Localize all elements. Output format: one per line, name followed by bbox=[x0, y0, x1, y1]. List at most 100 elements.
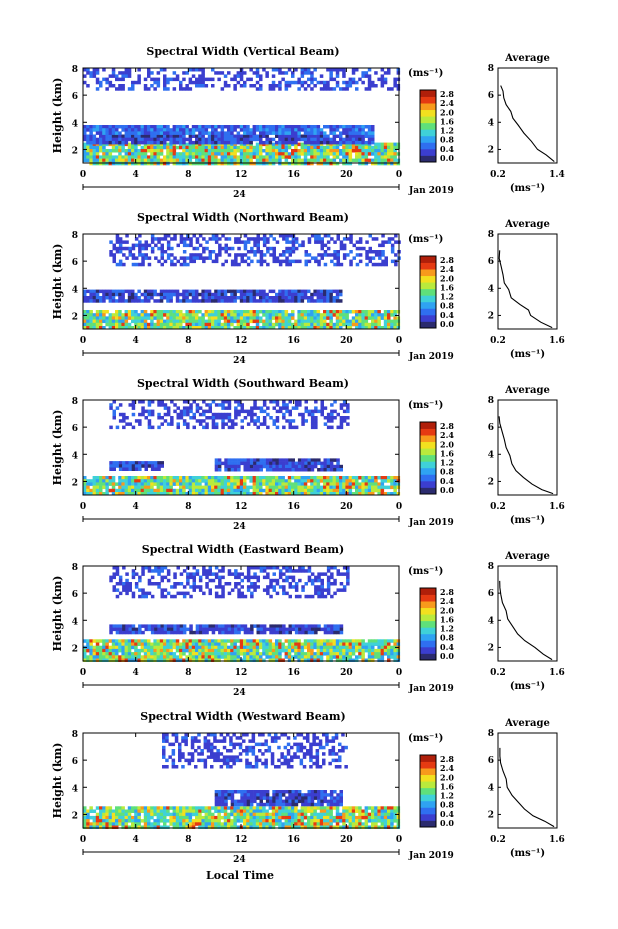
heat-cell bbox=[345, 134, 349, 138]
heat-cell bbox=[246, 461, 251, 466]
heat-cell bbox=[323, 316, 327, 320]
heat-cell bbox=[313, 313, 317, 317]
heat-cell bbox=[393, 155, 397, 159]
heat-cell bbox=[380, 485, 385, 490]
heat-cell bbox=[281, 479, 285, 483]
heat-cell bbox=[255, 71, 260, 75]
heat-cell bbox=[262, 313, 266, 317]
heat-cell bbox=[339, 425, 344, 430]
heat-cell bbox=[179, 313, 183, 317]
heat-cell bbox=[387, 313, 391, 317]
heat-cell bbox=[195, 140, 199, 145]
heat-cell bbox=[108, 158, 113, 163]
heat-cell bbox=[361, 310, 365, 314]
heat-cell bbox=[102, 316, 106, 320]
heat-cell bbox=[172, 313, 177, 317]
heat-cell bbox=[323, 292, 327, 297]
heat-cell bbox=[320, 403, 324, 407]
heat-cell bbox=[332, 648, 337, 653]
heat-cell bbox=[284, 322, 289, 327]
heat-cell bbox=[320, 409, 324, 414]
heat-cell bbox=[326, 310, 330, 314]
heat-cell bbox=[387, 492, 391, 496]
heat-cell bbox=[323, 322, 327, 327]
heat-cell bbox=[377, 145, 381, 150]
heat-cell bbox=[332, 313, 337, 317]
colorbar-swatch bbox=[420, 461, 436, 469]
heat-cell bbox=[265, 476, 269, 480]
heat-cell bbox=[323, 422, 328, 426]
heat-cell bbox=[230, 652, 234, 656]
heat-cell bbox=[275, 464, 279, 469]
heat-cell bbox=[217, 476, 221, 480]
heat-cell bbox=[243, 642, 247, 646]
heat-cell bbox=[330, 575, 334, 580]
heat-cell bbox=[294, 240, 299, 244]
heat-cell bbox=[220, 652, 225, 656]
heat-cell bbox=[329, 87, 333, 91]
heat-cell bbox=[125, 578, 129, 583]
heat-cell bbox=[223, 155, 228, 159]
heat-cell bbox=[297, 128, 301, 132]
heat-cell bbox=[272, 458, 276, 462]
heat-cell bbox=[140, 140, 145, 145]
heat-cell bbox=[239, 476, 244, 480]
heat-cell bbox=[204, 326, 209, 330]
heat-cell bbox=[301, 422, 305, 426]
heat-cell bbox=[332, 161, 337, 166]
heat-cell bbox=[198, 412, 203, 417]
heat-cell bbox=[297, 125, 301, 129]
heat-cell bbox=[294, 145, 298, 150]
heat-cell bbox=[188, 655, 193, 659]
heat-cell bbox=[284, 296, 289, 300]
heat-cell bbox=[214, 313, 218, 317]
heat-cell bbox=[157, 416, 161, 420]
heat-cell bbox=[307, 630, 312, 635]
date-label: Jan 2019 bbox=[408, 518, 454, 528]
heat-cell bbox=[348, 137, 353, 142]
heat-cell bbox=[83, 319, 87, 324]
heat-cell bbox=[285, 406, 289, 410]
heat-cell bbox=[179, 488, 183, 493]
heat-cell bbox=[86, 68, 90, 72]
heat-cell bbox=[316, 80, 321, 85]
heat-cell bbox=[195, 84, 199, 88]
heat-cell bbox=[111, 149, 116, 153]
heat-cell bbox=[287, 313, 292, 317]
heat-cell bbox=[170, 630, 174, 635]
heat-cell bbox=[300, 310, 305, 314]
heat-cell bbox=[355, 137, 359, 142]
heat-cell bbox=[361, 645, 365, 650]
heat-cell bbox=[175, 492, 180, 496]
heat-cell bbox=[127, 125, 132, 129]
heat-cell bbox=[246, 572, 251, 576]
heat-cell bbox=[255, 292, 260, 297]
heat-cell bbox=[188, 145, 193, 150]
heat-cell bbox=[127, 71, 132, 75]
heat-cell bbox=[320, 237, 324, 241]
heat-cell bbox=[169, 137, 173, 142]
heat-cell bbox=[371, 648, 375, 653]
heat-cell bbox=[172, 137, 177, 142]
heat-cell bbox=[365, 262, 369, 267]
heat-cell bbox=[89, 71, 93, 75]
heat-cell bbox=[214, 624, 219, 628]
heat-cell bbox=[351, 322, 356, 327]
heat-cell bbox=[153, 161, 157, 166]
heat-cell bbox=[236, 155, 241, 159]
heat-cell bbox=[262, 422, 267, 426]
heat-cell bbox=[172, 155, 177, 159]
heat-cell bbox=[217, 71, 221, 75]
heat-cell bbox=[300, 655, 305, 659]
heat-cell bbox=[211, 152, 215, 156]
heat-cell bbox=[156, 149, 161, 153]
heat-cell bbox=[256, 627, 260, 632]
heat-cell bbox=[284, 137, 289, 142]
heat-cell bbox=[122, 467, 126, 471]
heat-cell bbox=[140, 131, 145, 135]
heat-cell bbox=[186, 243, 190, 248]
heat-cell bbox=[371, 237, 376, 241]
heat-cell bbox=[156, 128, 161, 132]
heat-cell bbox=[393, 158, 397, 163]
heat-cell bbox=[227, 479, 231, 483]
